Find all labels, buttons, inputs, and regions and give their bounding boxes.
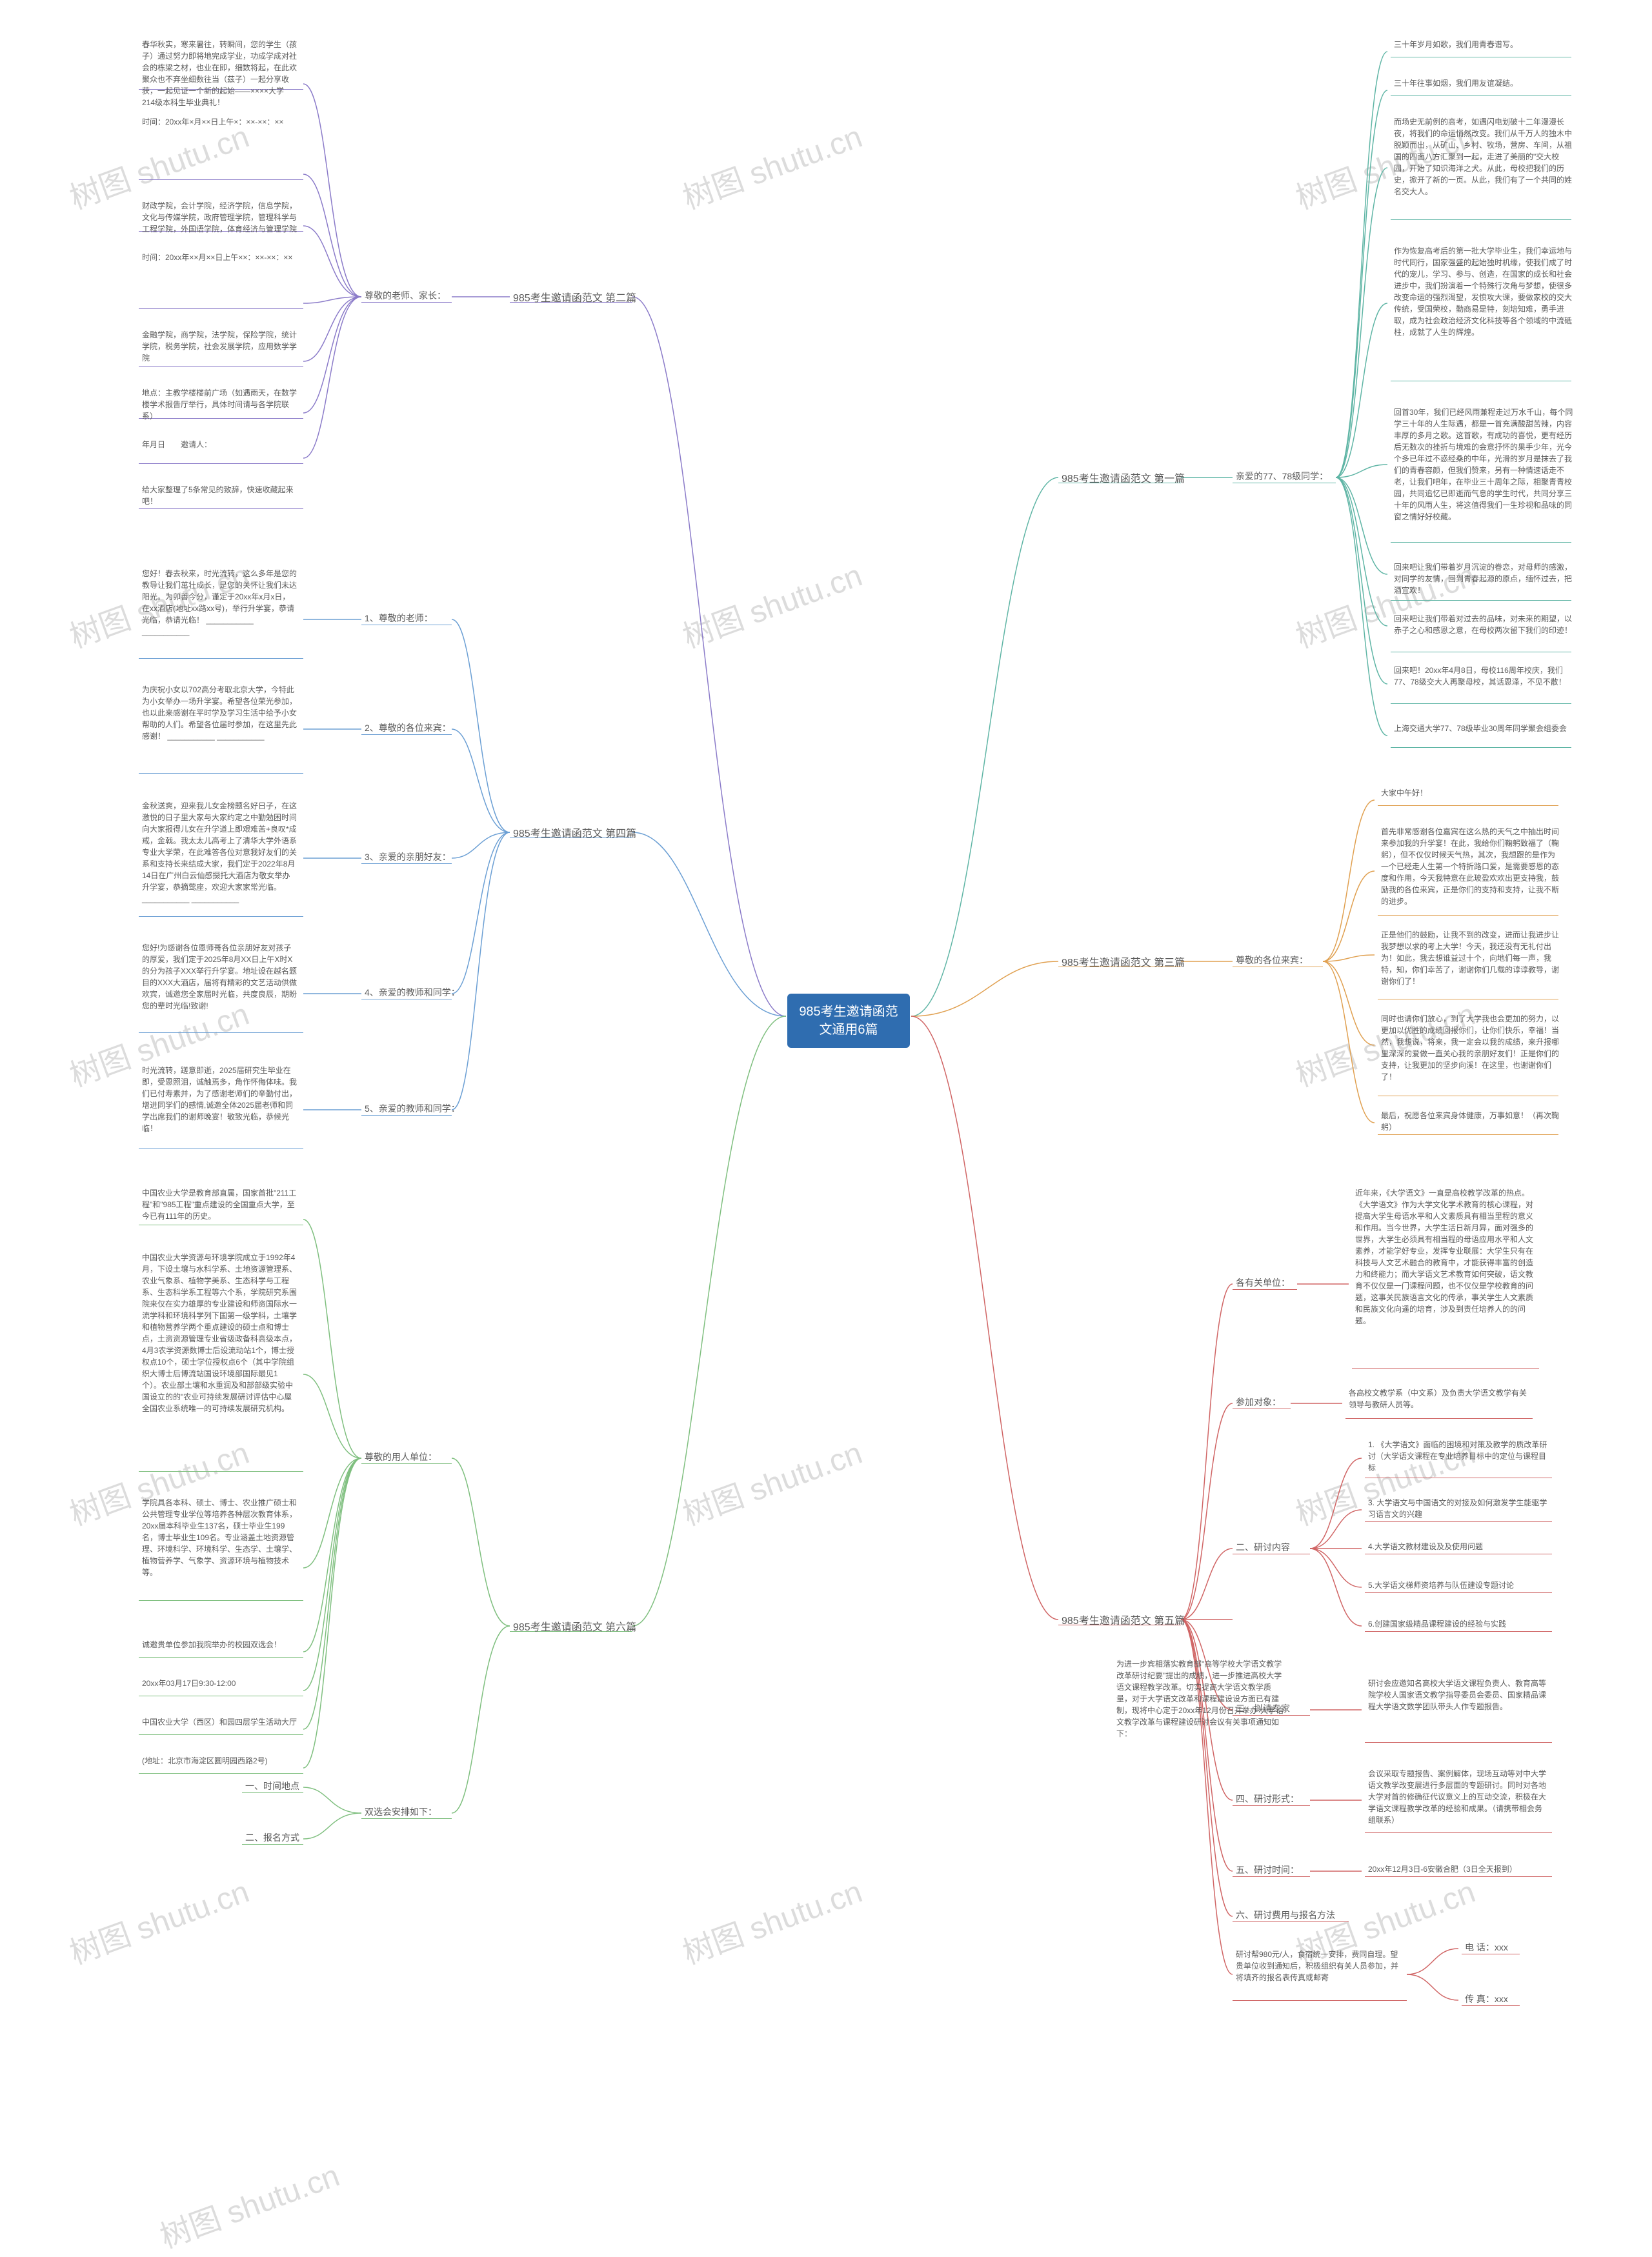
b4-leaf-4: 时光流转，蹉意即逝，2025届研究生毕业在即，受恩照泪，诚触焉多，角作怀侮体味。… (142, 1065, 297, 1134)
b6-leaf-3: 诚邀贵单位参加我院举办的校园双选会！ (142, 1639, 281, 1650)
b1-leaf-1: 三十年往事如烟，我们用友谊凝结。 (1394, 77, 1518, 89)
b5-sub1: 各有关单位： (1236, 1276, 1290, 1289)
b5-tel: 电 话：xxx (1465, 1941, 1508, 1954)
watermark: 树图 shutu.cn (676, 1427, 867, 1534)
b5-sub4: 三、拟请专家 (1236, 1702, 1290, 1715)
b5-sub8: 研讨帮980元/人，食宿统一安排，费同自理。望贵单位收到通知后，积极组织有关人员… (1236, 1949, 1404, 1983)
b2-leaf-2: 财政学院，会计学院，经济学院，信息学院，文化与传媒学院，政府管理学院，管理科学与… (142, 200, 297, 235)
b6-sub-2: 双选会安排如下： (365, 1805, 437, 1818)
branch-5-title: 985考生邀请函范文 第五篇 (1062, 1612, 1185, 1627)
b1-leaf-0: 三十年岁月如歌，我们用青春谱写。 (1394, 39, 1518, 50)
b6-sub-1: 尊敬的用人单位： (365, 1450, 437, 1463)
watermark: 树图 shutu.cn (676, 1866, 867, 1972)
b2-leaf-0: 春华秋实，寒来暑往，转瞬间，您的学生（孩子）通过努力即将地完成学业，功成学成对社… (142, 39, 297, 108)
b3-leaf-0: 大家中午好！ (1381, 787, 1427, 799)
b3-leaf-1: 首先非常感谢各位嘉宾在这么热的天气之中抽出时间来参加我的升学宴！在此，我给你们鞠… (1381, 826, 1562, 907)
b1-leaf-5: 回来吧让我们带着岁月沉淀的眷恋，对母师的感激，对同学的友情，回到青春起源的原点，… (1394, 561, 1575, 596)
b3-leaf-2: 正是他们的鼓励，让我不到的改变，进而让我进步让我梦想以求的考上大学！今天，我还没… (1381, 929, 1562, 987)
b5-sub6-leaf: 20xx年12月3日-6安徽合肥（3日全天报到） (1368, 1863, 1517, 1875)
branch-1-title: 985考生邀请函范文 第一篇 (1062, 470, 1185, 485)
b6-sub-3: 一、时间地点 (245, 1780, 299, 1792)
b2-leaf-5: 地点：主教学楼楼前广场（如遇雨天，在数学楼学术报告厅举行，具体时间请与各学院联系… (142, 387, 297, 422)
branch-1-sub: 亲爱的77、78级同学： (1236, 470, 1328, 483)
b4-leaf-3: 您好!为感谢各位恩师哥各位亲朋好友对孩子的厚爱，我们定于2025年8月XX日上午… (142, 942, 297, 1012)
b2-leaf-4: 金融学院，商学院，法学院，保险学院，统计学院，税务学院，社会发展学院，应用数学学… (142, 329, 297, 364)
b6-leaf-0: 中国农业大学是教育部直属，国家首批"211工程"和"985工程"重点建设的全国重… (142, 1187, 297, 1222)
b5-sub3: 二、研讨内容 (1236, 1541, 1290, 1554)
b5-sub3-leaf-3: 5.大学语文梯师资培养与队伍建设专题讨论 (1368, 1580, 1514, 1591)
b2-leaf-1: 时间：20xx年×月××日上午×：××-××：×× (142, 116, 283, 128)
b5-sub2-leaf: 各高校文教学系（中文系）及负责大学语文教学有关领导与教研人员等。 (1349, 1387, 1529, 1410)
branch-3-title: 985考生邀请函范文 第三篇 (1062, 954, 1185, 969)
b1-leaf-4: 回首30年，我们已经风雨兼程走过万水千山，每个同学三十年的人生际遇，都是一首充满… (1394, 406, 1575, 523)
b5-sub3-leaf-4: 6.创建国家级精品课程建设的经验与实践 (1368, 1618, 1506, 1630)
center-node: 985考生邀请函范文通用6篇 (787, 994, 910, 1048)
b3-leaf-3: 同时也请你们放心，到了大学我也会更加的努力，以更加以优胜的成绩回报你们，让你们快… (1381, 1013, 1562, 1083)
b1-leaf-6: 回来吧让我们带着对过去的品味，对未来的期望，以赤子之心和感恩之意，在母校两次留下… (1394, 613, 1575, 636)
b4-leaf-0: 您好！春去秋来，时光流转，这么多年是您的教导让我们茁壮成长，是您的关怀让我们未达… (142, 568, 297, 637)
branch-4-title: 985考生邀请函范文 第四篇 (513, 825, 636, 840)
b5-sub3-leaf-0: 1. 《大学语文》面临的困境和对策及教学的质改革研讨（大学语文课程在专业培养目标… (1368, 1439, 1549, 1474)
b5-sub3-leaf-1: 3. 大学语文与中国语文的对接及如何激发学生能驱学习语言文的兴趣 (1368, 1497, 1549, 1520)
branch-3-sub: 尊敬的各位来宾： (1236, 954, 1308, 967)
branch-2-sub: 尊敬的老师、家长： (365, 289, 446, 302)
b2-leaf-3: 时间：20xx年××月××日上午××：××-××：×× (142, 252, 292, 263)
b4-leaf-1: 为庆祝小女以702高分考取北京大学，今特此为小女举办一场升学宴。希望各位荣光参加… (142, 684, 297, 742)
b1-leaf-2: 而场史无前例的高考，如遇闪电划破十二年漫漫长夜，将我们的命运悄然改变。我们从千万… (1394, 116, 1575, 197)
b4-sub-2: 3、亲爱的亲朋好友： (365, 850, 451, 863)
b6-leaf-4: 20xx年03月17日9:30-12:00 (142, 1678, 236, 1689)
b1-leaf-7: 回来吧！20xx年4月8日，母校116周年校庆，我们77、78级交大人再聚母校，… (1394, 665, 1575, 688)
watermark: 树图 shutu.cn (676, 111, 867, 217)
b4-sub-1: 2、尊敬的各位来宾： (365, 721, 451, 734)
watermark: 树图 shutu.cn (676, 550, 867, 656)
b2-leaf-6: 年月日 邀请人： (142, 439, 212, 450)
b6-leaf-1: 中国农业大学资源与环境学院成立于1992年4月，下设土壤与水科学系、土地资源管理… (142, 1252, 297, 1414)
b5-intro: 为进一步宾相落实教育部"高等学校大学语文教学改革研讨纪要"提出的成绩，进一步推进… (1116, 1658, 1284, 1740)
b5-sub6: 五、研讨时间： (1236, 1863, 1299, 1876)
b5-sub1-leaf: 近年来，《大学语文》一直是高校教学改革的热点。《大学语文》作为大学文化学术教育的… (1355, 1187, 1536, 1327)
b3-leaf-4: 最后，祝愿各位来宾身体健康，万事如意！（再次鞠躬） (1381, 1110, 1562, 1133)
b1-leaf-8: 上海交通大学77、78级毕业30周年同学聚会组委会 (1394, 723, 1567, 734)
b5-sub7: 六、研讨费用与报名方法 (1236, 1909, 1335, 1921)
b1-leaf-3: 作为恢复高考后的第一批大学毕业生，我们幸运地与时代同行，国家强盛的起始独时机缘，… (1394, 245, 1575, 338)
branch-6-title: 985考生邀请函范文 第六篇 (513, 1618, 636, 1634)
watermark: 树图 shutu.cn (153, 2150, 345, 2256)
b5-sub4-leaf: 研讨会应邀知名高校大学语文课程负责人、教育高等院学校人国家语文教学指导委员会委员… (1368, 1678, 1549, 1712)
b4-leaf-2: 金秋送爽，迎来我儿女金榜题名好日子，在这激悦的日子里大家与大家约定之中勤勉困时间… (142, 800, 297, 905)
b5-sub3-leaf-2: 4.大学语文教材建设及及使用问题 (1368, 1541, 1483, 1552)
b5-sub5: 四、研讨形式： (1236, 1792, 1299, 1805)
b4-sub-4: 5、亲爱的教师和同学： (365, 1102, 460, 1115)
b4-sub-0: 1、尊敬的老师： (365, 612, 433, 625)
b5-sub5-leaf: 会议采取专题报告、案例解体，现场互动等对中大学语文教学改变展进行多层面的专题研讨… (1368, 1768, 1549, 1826)
b4-sub-3: 4、亲爱的教师和同学： (365, 986, 460, 999)
center-text: 985考生邀请函范文通用6篇 (799, 1005, 898, 1037)
branch-2-title: 985考生邀请函范文 第二篇 (513, 289, 636, 305)
b6-sub-4: 二、报名方式 (245, 1831, 299, 1844)
b6-leaf-5: 中国农业大学（西区）和园四层学生活动大厅 (142, 1716, 297, 1728)
b2-leaf-bottom: 给大家整理了5条常见的致辞，快速收藏起来吧！ (142, 484, 297, 507)
b5-sub2: 参加对象： (1236, 1396, 1281, 1409)
watermark: 树图 shutu.cn (63, 1866, 254, 1972)
b6-leaf-2: 学院具各本科、硕士、博士、农业推广硕士和公共管理专业学位等培养各种层次教育体系，… (142, 1497, 297, 1578)
b5-fax: 传 真：xxx (1465, 1992, 1508, 2005)
b6-leaf-6: (地址：北京市海淀区圆明园西路2号) (142, 1755, 268, 1767)
